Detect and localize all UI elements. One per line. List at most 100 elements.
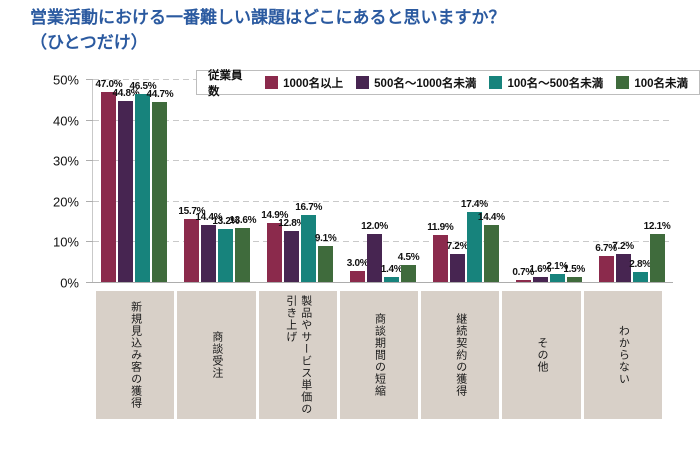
bar: 1.5% <box>563 264 585 283</box>
bar: 1.6% <box>529 264 551 283</box>
bar-group: 3.0% 12.0% 1.4% 4.5% <box>342 80 425 283</box>
legend-item-label: 100名未満 <box>634 77 688 90</box>
bar: 14.4% <box>478 212 505 283</box>
bar: 6.7% <box>595 243 617 283</box>
bar: 0.7% <box>512 267 534 283</box>
gridline <box>93 119 673 121</box>
bar: 9.1% <box>315 233 337 283</box>
bar: 12.1% <box>644 221 671 283</box>
bar-value-label: 14.9% <box>261 209 289 221</box>
legend-item-series3: 100名～500名未満 <box>489 75 603 91</box>
bar: 7.2% <box>447 241 468 283</box>
legend-item-label: 100名～500名未満 <box>507 77 604 90</box>
category-box: 商談受注 <box>177 291 256 419</box>
bar-value-label: 9.1% <box>314 233 337 245</box>
plot-area: 47.0% 44.8% 46.5% 44.7% 15.7% 14.4% 13.2% 13.6%… <box>53 74 673 290</box>
bar-group: 15.7% 14.4% 13.2% 13.6% <box>176 80 259 283</box>
bar-value-label: 14.4% <box>477 211 505 223</box>
bar: 14.9% <box>261 210 288 283</box>
y-axis-tick <box>86 79 93 80</box>
category-box: 継続契約の獲得 <box>421 291 500 419</box>
bar-value-label: 4.5% <box>397 251 420 263</box>
category-label: 新規見込み客の獲得 <box>129 301 142 409</box>
bar: 12.0% <box>361 221 388 283</box>
gridline <box>93 241 673 243</box>
bar: 7.2% <box>612 241 634 283</box>
category-label: 商談受注 <box>210 331 223 379</box>
category-box: その他 <box>502 291 581 419</box>
bar-value-label: 2.8% <box>629 258 651 270</box>
bar-value-label: 15.7% <box>178 206 206 218</box>
bar: 2.8% <box>629 259 651 283</box>
bar: 46.5% <box>129 81 157 283</box>
legend: 従業員数 1000名以上 500名～1000名未満 100名～500名未満 10… <box>196 70 700 98</box>
page-title-line1: 営業活動における一番難しい課題はどこにあると思いますか？ <box>30 8 506 27</box>
page-title: 営業活動における一番難しい課題はどこにあると思いますか？ （ひとつだけ） <box>30 6 506 55</box>
y-axis-label: 10% <box>52 234 79 250</box>
bar: 44.8% <box>112 88 140 283</box>
legend-item-label: 1000名以上 <box>283 77 344 90</box>
bar-group: 14.9% 12.8% 16.7% 9.1% <box>259 80 342 283</box>
bar-group: 6.7% 7.2% 2.8% 12.1% <box>590 80 673 283</box>
legend-item-series1: 1000名以上 <box>265 75 343 91</box>
bar-groups: 47.0% 44.8% 46.5% 44.7% 15.7% 14.4% 13.2% 13.6%… <box>93 79 673 283</box>
bar: 13.2% <box>212 216 240 283</box>
bar-value-label: 12.1% <box>643 220 671 232</box>
legend-title: 従業員数 <box>208 69 243 98</box>
bar: 47.0% <box>95 79 123 283</box>
bar-value-label: 12.0% <box>361 221 388 233</box>
legend-swatch-series4 <box>616 76 630 89</box>
bar: 3.0% <box>347 258 369 283</box>
bar: 4.5% <box>398 252 420 283</box>
category-box: 商談期間の短縮 <box>339 291 419 419</box>
bar-value-label: 13.2% <box>212 216 240 228</box>
bar: 1.4% <box>381 264 403 283</box>
bar-value-label: 44.7% <box>146 88 174 100</box>
bar-value-label: 6.7% <box>595 242 617 254</box>
legend-swatch-series2 <box>356 76 370 89</box>
bar-value-label: 13.6% <box>229 214 257 226</box>
bar: 14.4% <box>195 212 223 283</box>
bar-value-label: 16.7% <box>295 202 323 214</box>
bar-value-label: 17.4% <box>460 199 488 211</box>
y-axis-tick <box>86 241 93 243</box>
category-box: わからない <box>583 291 662 419</box>
bar: 13.6% <box>229 215 257 283</box>
category-label: 商談期間の短縮 <box>373 313 386 397</box>
bar-value-label: 1.6% <box>529 263 552 275</box>
bar: 11.9% <box>427 222 454 283</box>
legend-item-label: 500名～1000名未満 <box>374 77 477 90</box>
gridline <box>93 160 673 162</box>
bar: 44.7% <box>146 89 174 283</box>
bar: 2.1% <box>546 261 568 283</box>
bar-value-label: 14.4% <box>195 211 223 223</box>
y-axis-label: 50% <box>52 72 79 88</box>
bar-value-label: 47.0% <box>95 79 123 91</box>
page-title-line2: （ひとつだけ） <box>30 32 148 52</box>
x-axis-line <box>87 282 673 283</box>
bar-value-label: 1.4% <box>380 264 403 276</box>
legend-item-series4: 100名未満 <box>616 75 688 91</box>
bar-value-label: 7.2% <box>612 240 634 252</box>
bar: 16.7% <box>295 202 322 283</box>
y-axis-label: 0% <box>60 275 79 291</box>
bar-group: 47.0% 44.8% 46.5% 44.7% <box>93 79 176 283</box>
y-axis-label: 20% <box>52 194 79 210</box>
gridline <box>93 200 673 202</box>
bar-value-label: 7.2% <box>446 240 469 252</box>
bar-value-label: 11.9% <box>427 221 454 233</box>
y-axis-tick <box>86 119 93 121</box>
y-axis-label: 30% <box>52 153 79 169</box>
bar-group: 0.7% 1.6% 2.1% 1.5% <box>507 80 590 283</box>
bar-value-label: 12.8% <box>278 218 306 230</box>
y-axis-tick <box>86 160 93 162</box>
category-label: わからない <box>617 325 630 385</box>
category-label: 製品やサービス単価の 引き上げ <box>284 295 312 415</box>
bar: 17.4% <box>461 199 488 283</box>
bar-value-label: 1.5% <box>563 263 586 275</box>
category-label: 継続契約の獲得 <box>454 313 467 397</box>
category-label: その他 <box>536 337 549 373</box>
category-box: 新規見込み客の獲得 <box>96 291 175 419</box>
bar-value-label: 46.5% <box>129 81 157 93</box>
legend-item-series2: 500名～1000名未満 <box>356 75 476 91</box>
